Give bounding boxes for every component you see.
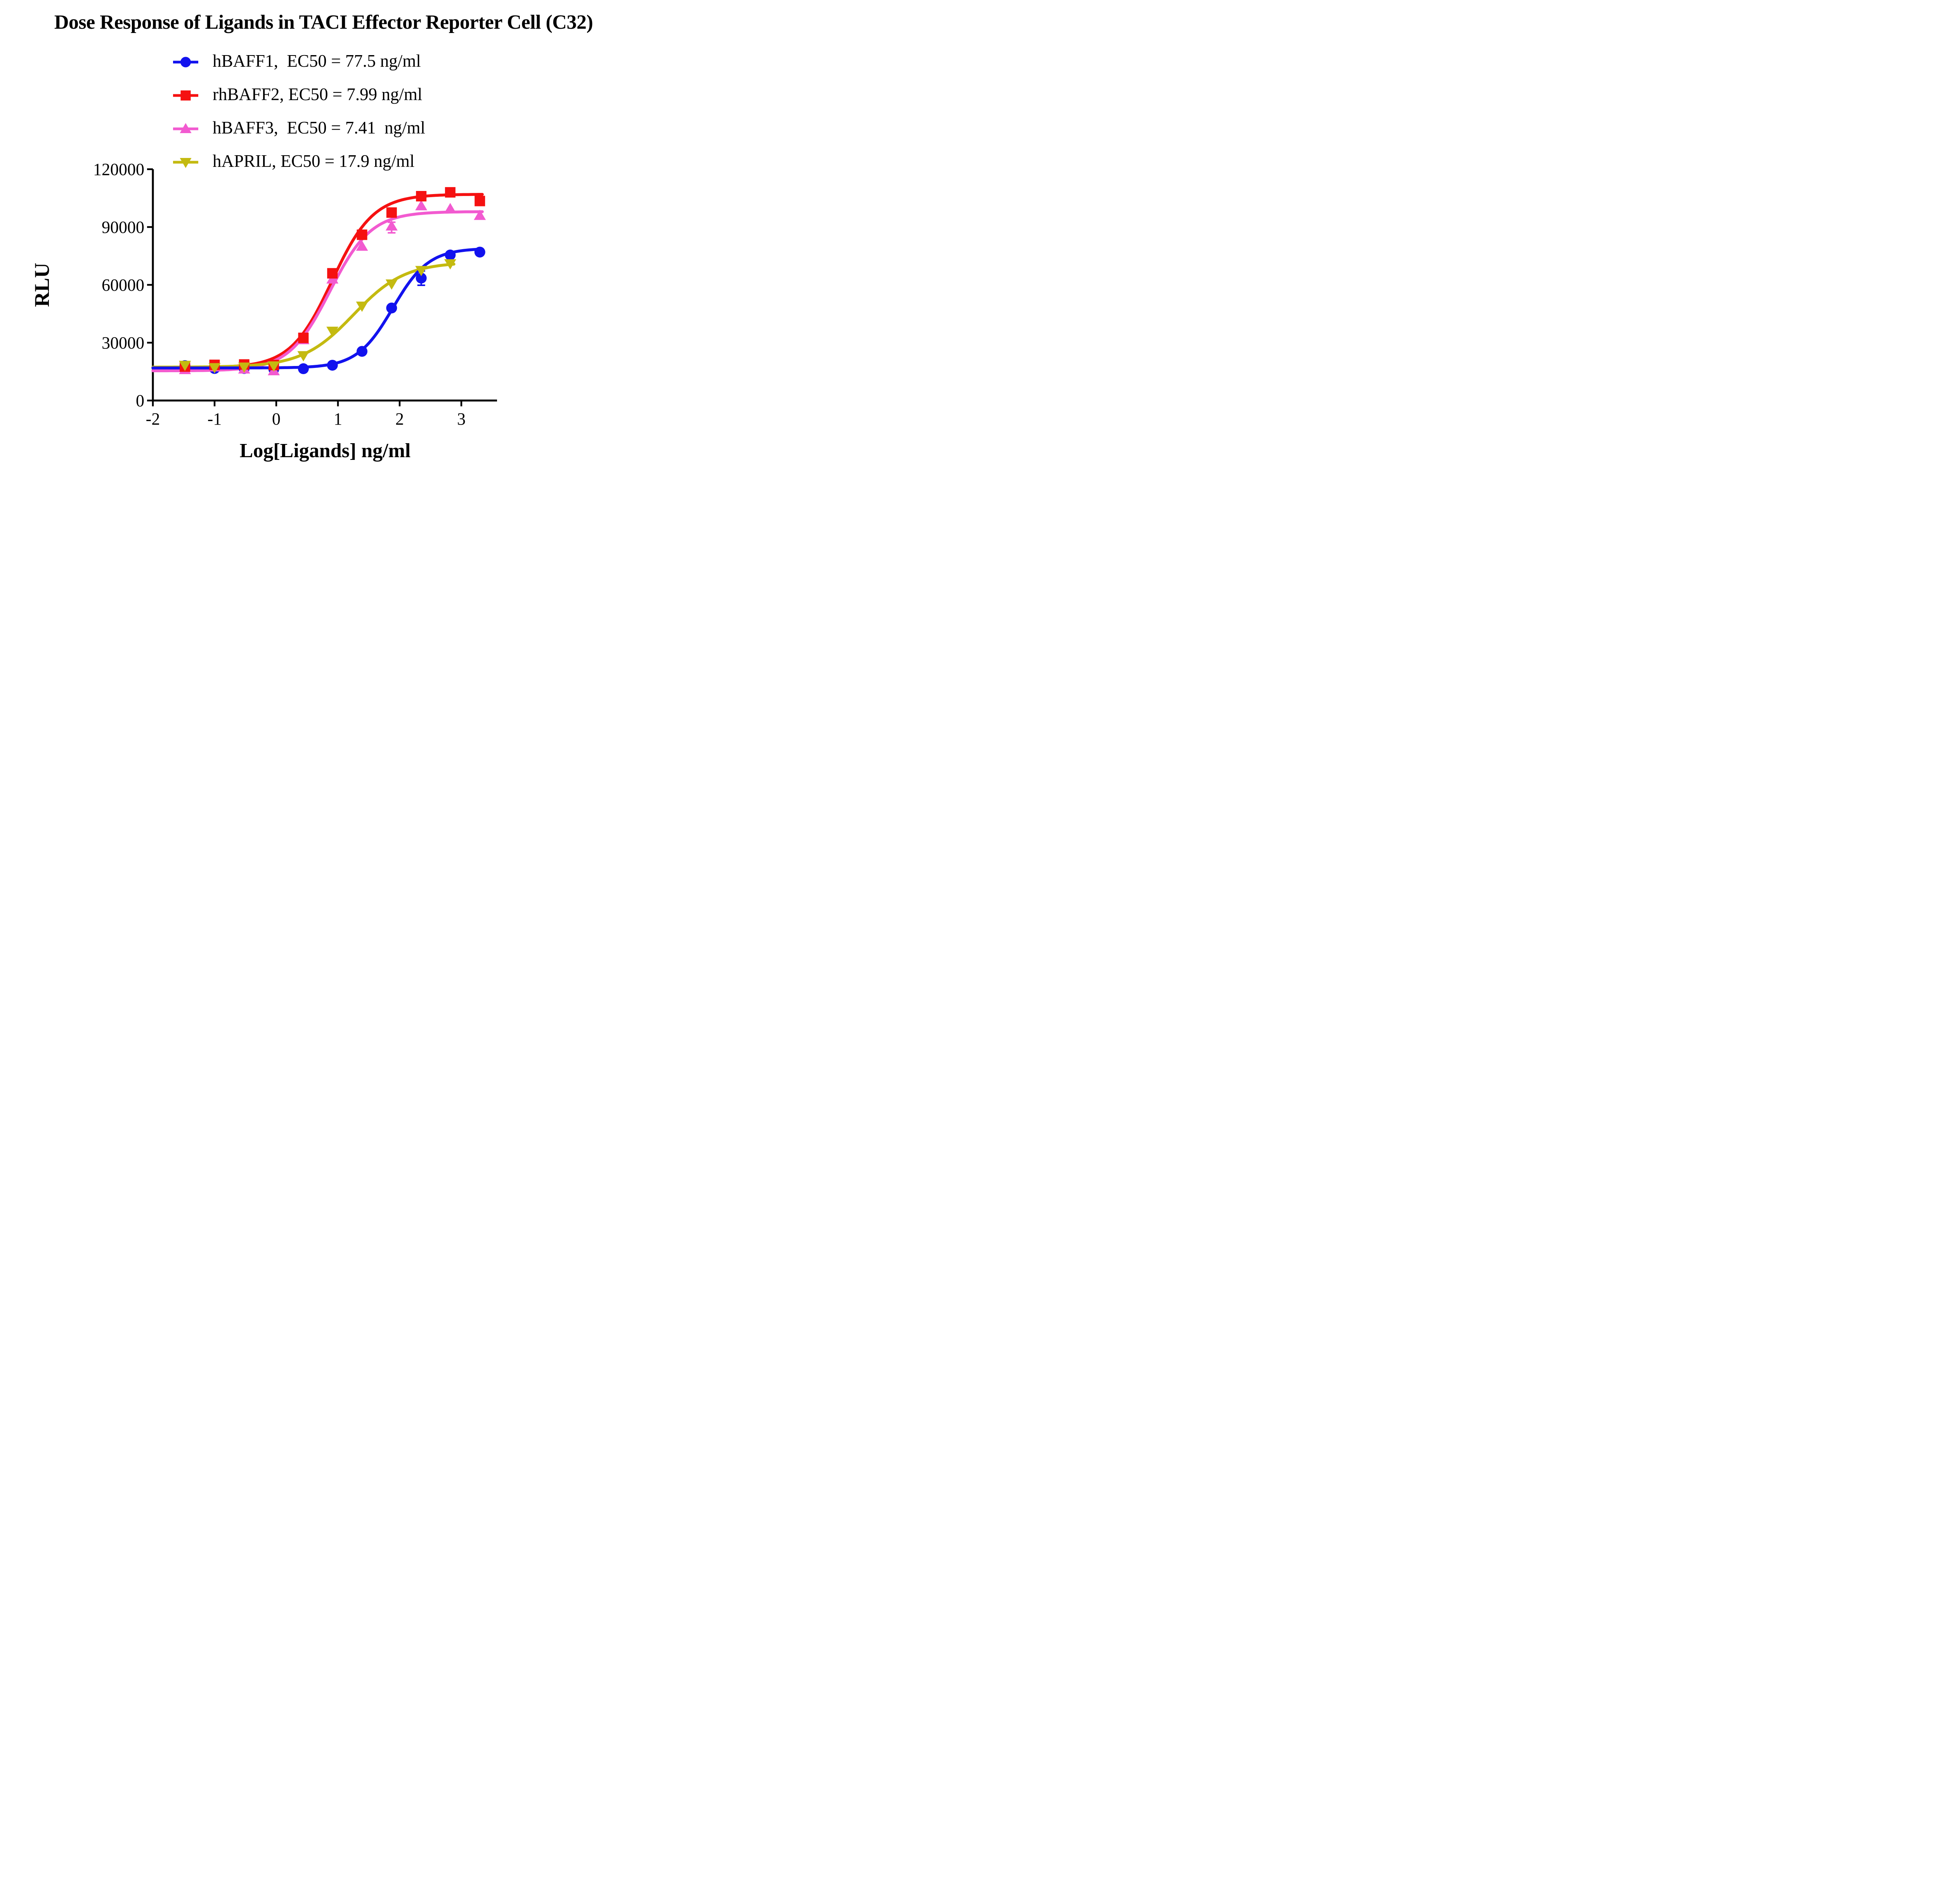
- legend-marker-shape: [180, 123, 192, 133]
- chart-title: Dose Response of Ligands in TACI Effecto…: [54, 11, 593, 33]
- legend-marker-shape: [180, 158, 192, 168]
- x-tick-label: -1: [208, 409, 222, 428]
- legend-item-hbaff1: hBAFF1, EC50 = 77.5 ng/ml: [173, 49, 421, 75]
- data-point: [327, 360, 338, 371]
- data-point: [238, 362, 250, 373]
- y-tick-label: 0: [136, 391, 144, 410]
- data-point: [385, 220, 398, 231]
- data-point: [415, 266, 428, 276]
- y-tick-label: 120000: [93, 160, 144, 179]
- dose-response-figure: Dose Response of Ligands in TACI Effecto…: [0, 0, 647, 476]
- data-point: [445, 187, 456, 198]
- fit-curve-rhbaff2: [151, 193, 484, 369]
- x-tick-label: 2: [395, 409, 404, 428]
- data-point: [444, 203, 456, 213]
- data-point: [268, 361, 280, 372]
- data-point: [474, 246, 485, 258]
- data-point: [444, 259, 456, 270]
- data-point: [357, 229, 367, 240]
- data-point: [357, 346, 368, 357]
- legend-item-rhbaff2: rhBAFF2, EC50 = 7.99 ng/ml: [173, 82, 422, 109]
- data-point: [326, 326, 339, 337]
- x-axis-title: Log[Ligands] ng/ml: [239, 440, 411, 462]
- data-point: [475, 196, 485, 206]
- x-tick-label: -2: [146, 409, 160, 428]
- y-tick-label: 60000: [102, 276, 144, 295]
- legend-item-hbaff3: hBAFF3, EC50 = 7.41 ng/ml: [173, 116, 425, 142]
- legend-label-hbaff3: hBAFF3, EC50 = 7.41 ng/ml: [213, 118, 425, 137]
- fit-curves: [151, 193, 484, 373]
- hbaff1-circle-marker-icon: [173, 54, 213, 70]
- legend-marker-shape: [180, 57, 191, 68]
- y-tick-label: 30000: [102, 333, 144, 352]
- data-point: [297, 351, 310, 362]
- data-point: [356, 240, 368, 251]
- data-point: [415, 200, 428, 210]
- x-tick-label: 3: [457, 409, 466, 428]
- y-tick-label: 90000: [102, 218, 144, 237]
- data-point: [416, 191, 427, 202]
- data-point: [298, 363, 309, 375]
- plot-area: -2 -1 0 1 2 3 0 30000 60000 90000 120000: [93, 160, 497, 428]
- data-point: [298, 333, 309, 343]
- x-tick-label: 0: [272, 409, 281, 428]
- data-point: [386, 207, 397, 218]
- series-points-hapril: [179, 259, 456, 374]
- legend-marker-shape: [180, 90, 191, 101]
- x-tick-label: 1: [334, 409, 342, 428]
- data-point: [356, 302, 368, 312]
- legend-label-hapril: hAPRIL, EC50 = 17.9 ng/ml: [213, 151, 415, 171]
- rhbaff2-square-marker-icon: [173, 88, 213, 103]
- hapril-triangle-down-marker-icon: [173, 154, 213, 170]
- legend-label-rhbaff2: rhBAFF2, EC50 = 7.99 ng/ml: [213, 84, 423, 104]
- data-point: [445, 250, 456, 261]
- data-point: [416, 272, 427, 284]
- fit-curve-hbaff3: [151, 210, 484, 373]
- fit-curve-hbaff1: [151, 247, 484, 369]
- legend-item-hapril: hAPRIL, EC50 = 17.9 ng/ml: [173, 149, 414, 175]
- axes: -2 -1 0 1 2 3 0 30000 60000 90000 120000: [93, 160, 497, 428]
- data-point: [327, 268, 338, 279]
- data-point: [385, 279, 398, 290]
- data-point: [474, 210, 486, 220]
- data-point: [179, 361, 191, 371]
- hbaff3-triangle-up-marker-icon: [173, 121, 213, 137]
- legend-label-hbaff1: hBAFF1, EC50 = 77.5 ng/ml: [213, 51, 421, 71]
- data-point: [208, 363, 221, 374]
- data-point: [386, 302, 397, 314]
